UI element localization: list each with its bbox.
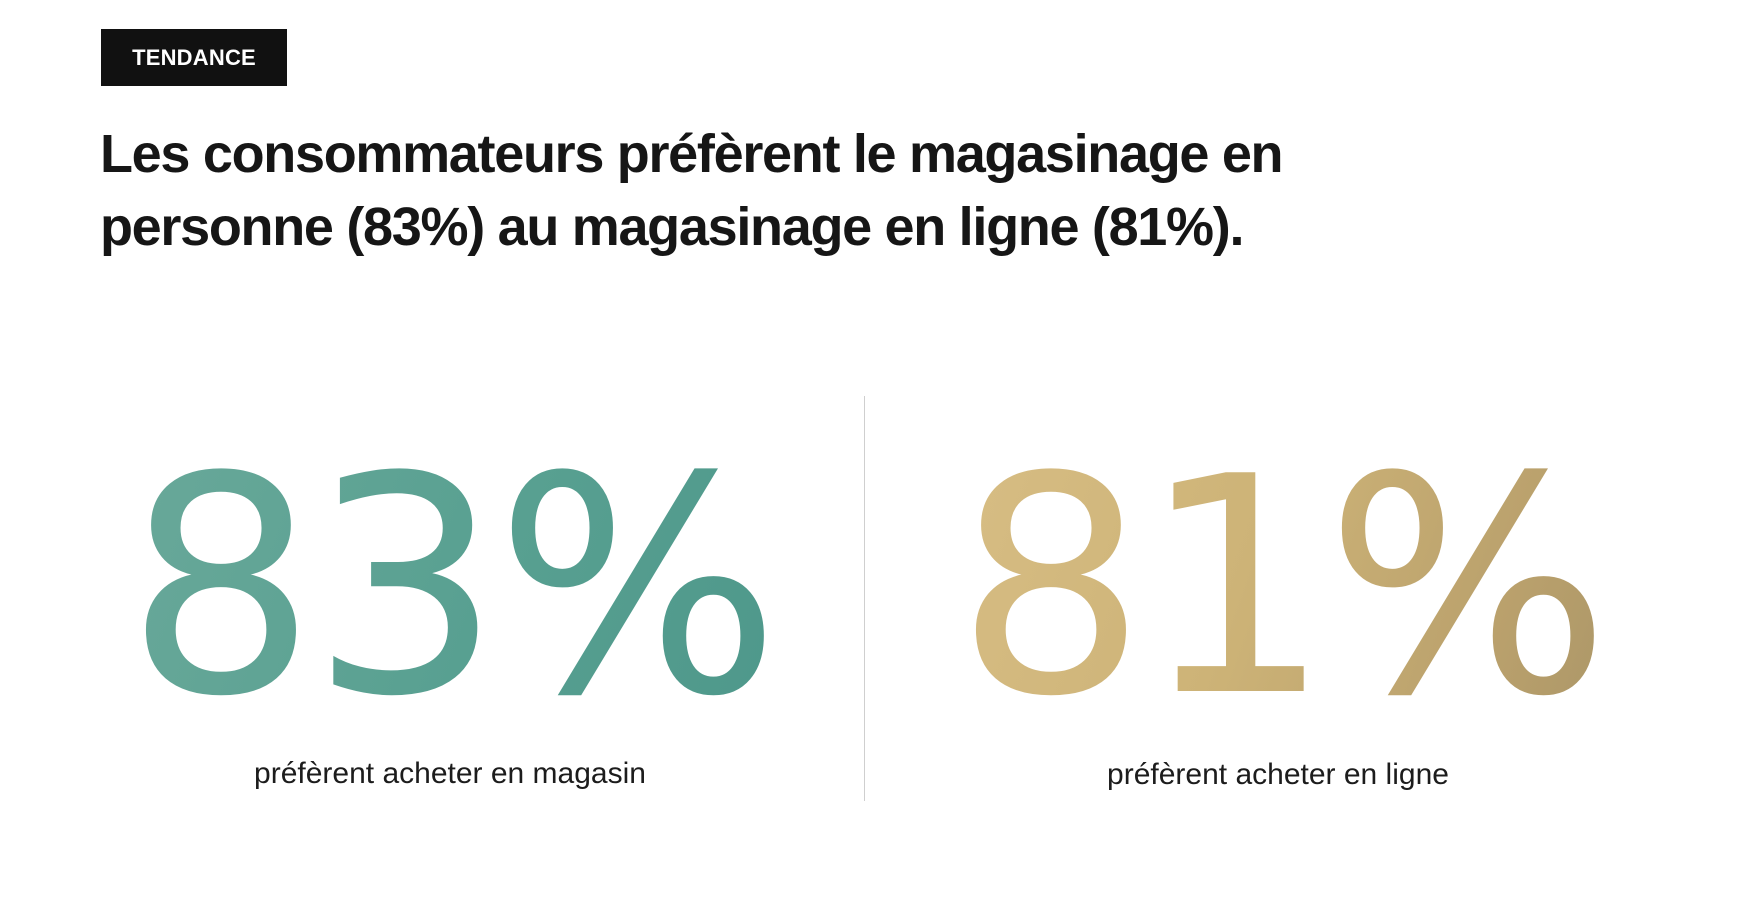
headline-line-2: personne (83%) au magasinage en ligne (8…	[100, 197, 1244, 257]
stat-value-online: 81%	[930, 438, 1630, 738]
divider	[864, 396, 865, 801]
headline: Les consommateurs préfèrent le magasinag…	[100, 118, 1400, 264]
trend-tag: TENDANCE	[101, 29, 287, 86]
stat-label-online: préfèrent acheter en ligne	[1107, 758, 1449, 791]
headline-line-1: Les consommateurs préfèrent le magasinag…	[100, 124, 1284, 184]
stat-label-in-store: préfèrent acheter en magasin	[254, 757, 646, 790]
stat-value-in-store: 83%	[100, 438, 800, 738]
